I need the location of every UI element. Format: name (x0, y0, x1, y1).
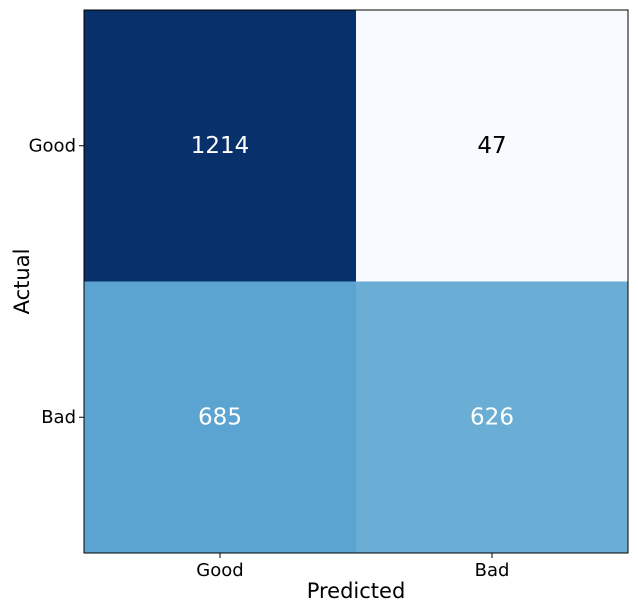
x-axis-ticks: Good Bad (196, 553, 509, 581)
y-tick-label: Good (29, 135, 76, 156)
x-axis-label: Predicted (307, 579, 406, 603)
heatmap-cell (84, 281, 357, 554)
heatmap-cell (356, 281, 629, 554)
x-tick-label: Bad (475, 560, 510, 581)
plot-frame (83, 9, 629, 554)
heatmap-cells (84, 10, 629, 554)
heatmap-cell (84, 10, 357, 282)
y-axis-ticks: Good Bad (29, 135, 84, 428)
heatmap-cell (356, 10, 629, 282)
y-axis-label: Actual (10, 249, 34, 315)
heatmap-cell-labels: 1214 47 685 626 (191, 133, 514, 431)
cell-value-label: 1214 (191, 133, 250, 159)
cell-value-label: 47 (477, 133, 506, 159)
cell-value-label: 685 (198, 404, 242, 430)
cell-value-label: 626 (470, 404, 514, 430)
y-tick-label: Bad (41, 407, 76, 428)
x-tick-label: Good (196, 560, 243, 581)
